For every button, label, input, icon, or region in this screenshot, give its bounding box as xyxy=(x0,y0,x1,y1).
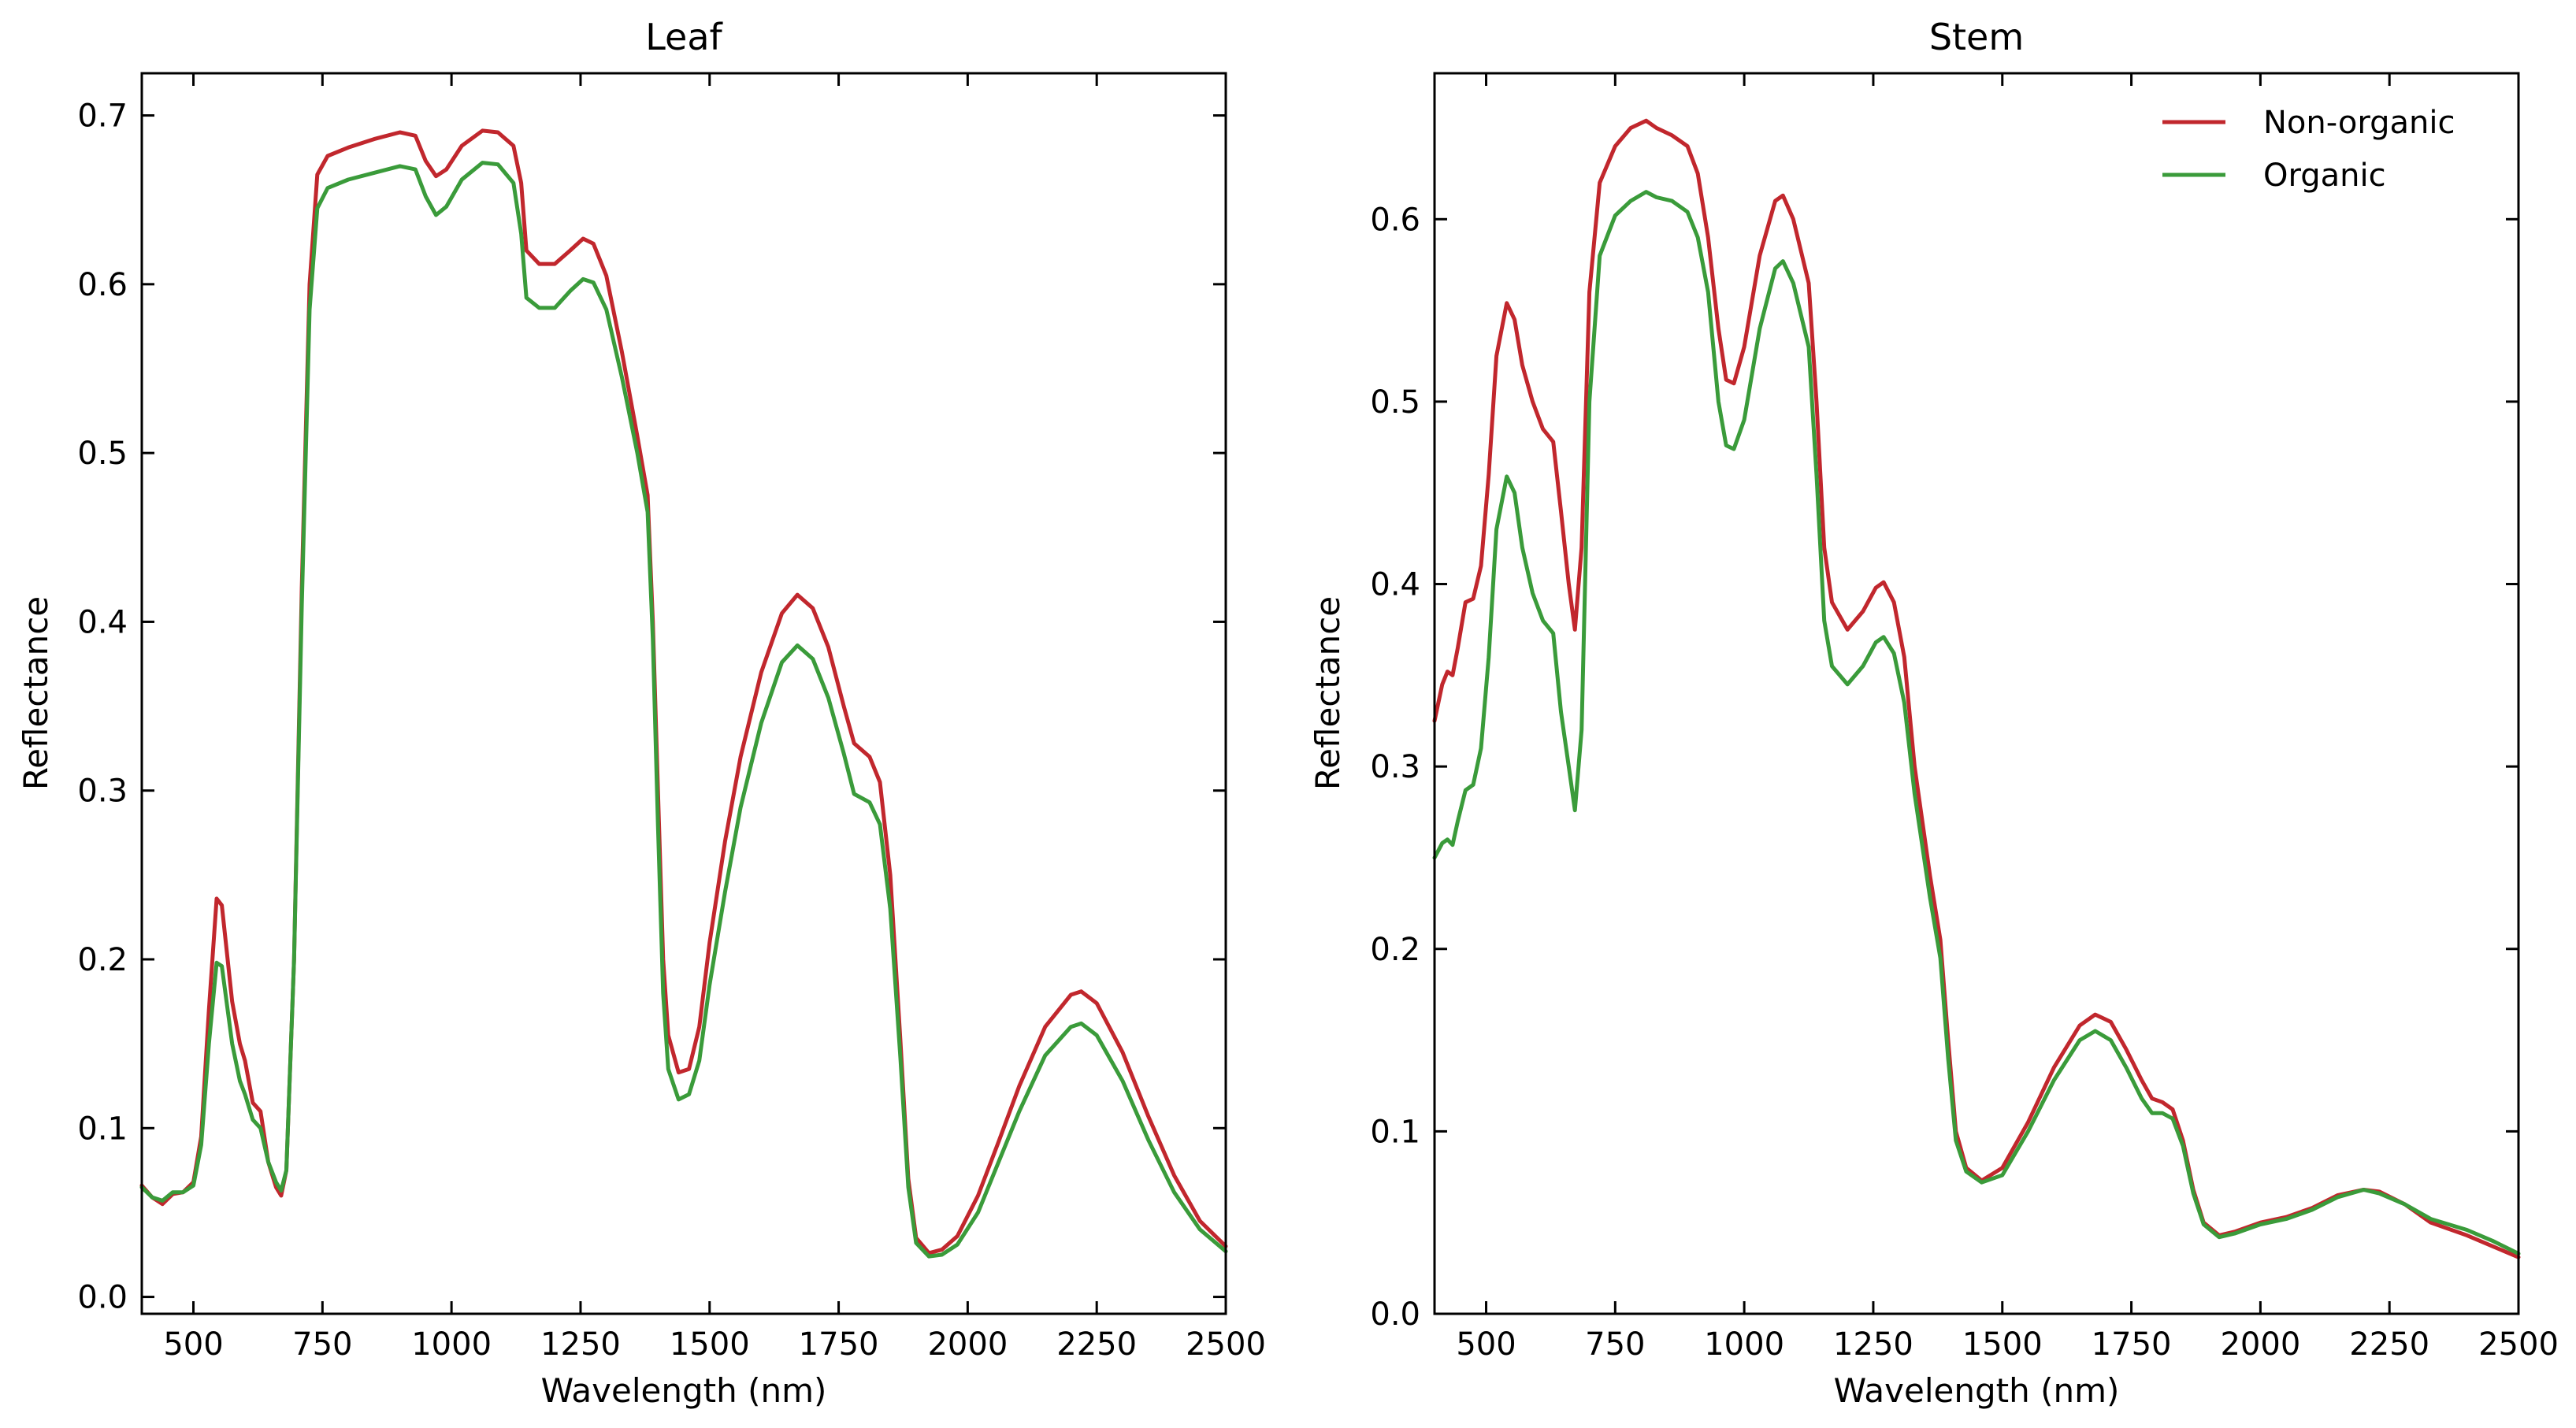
legend-label-non-organic: Non-organic xyxy=(2263,105,2455,141)
legend: Non-organic Organic xyxy=(2162,105,2455,194)
leaf-y-tick-label: 0.6 xyxy=(77,267,128,303)
leaf-title: Leaf xyxy=(645,16,723,58)
stem-title: Stem xyxy=(1929,16,2024,58)
leaf-y-tick-label: 0.3 xyxy=(77,773,128,810)
leaf-panel: Leaf 500 750 1000 1250 1500 1750 2000 2250 2500 … xyxy=(17,16,1266,1410)
leaf-y-tick-label: 0.4 xyxy=(77,604,128,640)
leaf-x-tick-label: 2500 xyxy=(1186,1326,1266,1363)
leaf-series-organic xyxy=(139,161,1228,1259)
stem-y-tick-label: 0.0 xyxy=(1370,1296,1420,1333)
leaf-y-tick-label: 0.2 xyxy=(77,942,128,978)
stem-x-tick-label: 2500 xyxy=(2478,1326,2559,1363)
stem-y-tick-label: 0.4 xyxy=(1370,567,1420,603)
leaf-x-ticks: 500 750 1000 1250 1500 1750 2000 2250 2500 xyxy=(163,73,1266,1363)
leaf-x-tick-label: 1250 xyxy=(540,1326,621,1363)
stem-x-tick-label: 2000 xyxy=(2220,1326,2300,1363)
stem-y-tick-label: 0.2 xyxy=(1370,932,1420,968)
stem-x-tick-label: 2250 xyxy=(2349,1326,2429,1363)
stem-y-tick-label: 0.3 xyxy=(1370,749,1420,785)
leaf-y-tick-label: 0.1 xyxy=(77,1111,128,1147)
leaf-x-tick-label: 2000 xyxy=(927,1326,1008,1363)
stem-x-ticks: 500 750 1000 1250 1500 1750 2000 2250 2500 xyxy=(1456,73,2559,1363)
stem-x-tick-label: 500 xyxy=(1456,1326,1516,1363)
legend-label-organic: Organic xyxy=(2263,158,2386,194)
stem-y-tick-label: 0.5 xyxy=(1370,384,1420,421)
stem-y-ticks: 0.0 0.1 0.2 0.3 0.4 0.5 0.6 xyxy=(1370,202,2518,1333)
leaf-y-tick-label: 0.5 xyxy=(77,436,128,472)
leaf-y-tick-label: 0.7 xyxy=(77,98,128,135)
stem-y-tick-label: 0.6 xyxy=(1370,202,1420,238)
leaf-plot-area xyxy=(139,128,1228,1259)
stem-x-tick-label: 750 xyxy=(1585,1326,1645,1363)
stem-plot-area xyxy=(1432,118,2521,1259)
stem-x-axis-label: Wavelength (nm) xyxy=(1834,1371,2120,1410)
stem-x-tick-label: 1750 xyxy=(2092,1326,2172,1363)
stem-series-organic xyxy=(1432,190,2521,1256)
stem-y-axis-label: Reflectance xyxy=(1308,596,1347,790)
leaf-x-tick-label: 2250 xyxy=(1056,1326,1137,1363)
leaf-x-tick-label: 750 xyxy=(292,1326,352,1363)
leaf-y-axis-label: Reflectance xyxy=(17,596,55,790)
stem-y-tick-label: 0.1 xyxy=(1370,1114,1420,1150)
stem-panel: Stem 500 750 1000 1250 1500 1750 2000 2250 2500 … xyxy=(1308,16,2559,1410)
leaf-series-non-organic xyxy=(139,128,1228,1256)
stem-x-tick-label: 1250 xyxy=(1833,1326,1913,1363)
stem-axes-frame xyxy=(1433,72,2520,1315)
stem-x-tick-label: 1000 xyxy=(1704,1326,1784,1363)
leaf-axes-frame xyxy=(140,72,1227,1315)
leaf-x-tick-label: 1750 xyxy=(799,1326,879,1363)
leaf-y-ticks: 0.0 0.1 0.2 0.3 0.4 0.5 0.6 0.7 xyxy=(77,98,1226,1316)
leaf-x-tick-label: 500 xyxy=(163,1326,223,1363)
leaf-x-axis-label: Wavelength (nm) xyxy=(541,1371,827,1410)
leaf-x-tick-label: 1000 xyxy=(411,1326,492,1363)
stem-x-tick-label: 1500 xyxy=(1962,1326,2043,1363)
leaf-y-tick-label: 0.0 xyxy=(77,1280,128,1316)
leaf-x-tick-label: 1500 xyxy=(670,1326,750,1363)
